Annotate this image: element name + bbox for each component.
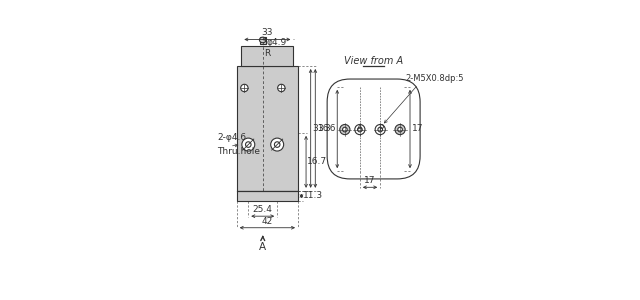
Circle shape (241, 84, 248, 92)
Circle shape (398, 127, 403, 132)
Bar (241, 46, 293, 66)
Bar (260, 37, 266, 44)
Circle shape (395, 124, 405, 135)
Bar (343, 87, 404, 171)
Circle shape (358, 127, 362, 132)
Circle shape (246, 142, 251, 147)
Bar (237, 191, 298, 201)
Circle shape (378, 127, 383, 132)
Text: 36: 36 (317, 124, 328, 133)
Circle shape (375, 124, 385, 135)
Text: 16.7: 16.7 (307, 157, 328, 166)
Circle shape (355, 124, 365, 135)
Circle shape (342, 127, 347, 132)
Text: 31: 31 (312, 124, 324, 133)
Circle shape (340, 124, 350, 135)
Text: Thru.hole: Thru.hole (217, 147, 260, 156)
Text: 2-M5X0.8dp:5: 2-M5X0.8dp:5 (405, 74, 464, 83)
Text: View from A: View from A (344, 56, 403, 66)
Text: 25.4: 25.4 (253, 205, 273, 214)
Text: 36: 36 (324, 124, 335, 134)
Circle shape (242, 138, 255, 151)
Text: 11.3: 11.3 (303, 191, 323, 200)
Circle shape (275, 142, 280, 147)
Text: A: A (259, 242, 266, 252)
Text: P: P (378, 124, 383, 134)
Circle shape (271, 138, 284, 151)
FancyBboxPatch shape (327, 79, 420, 179)
Text: R: R (264, 49, 270, 58)
Text: φ4.9: φ4.9 (266, 38, 287, 47)
Text: 42: 42 (262, 217, 273, 226)
Text: 17: 17 (412, 124, 423, 134)
Text: 2-φ4.6: 2-φ4.6 (217, 133, 246, 142)
Text: A: A (357, 124, 363, 134)
Text: 17: 17 (364, 176, 376, 185)
Ellipse shape (259, 37, 266, 43)
Bar (237, 66, 298, 191)
Text: 33: 33 (262, 28, 273, 38)
Circle shape (278, 84, 285, 92)
